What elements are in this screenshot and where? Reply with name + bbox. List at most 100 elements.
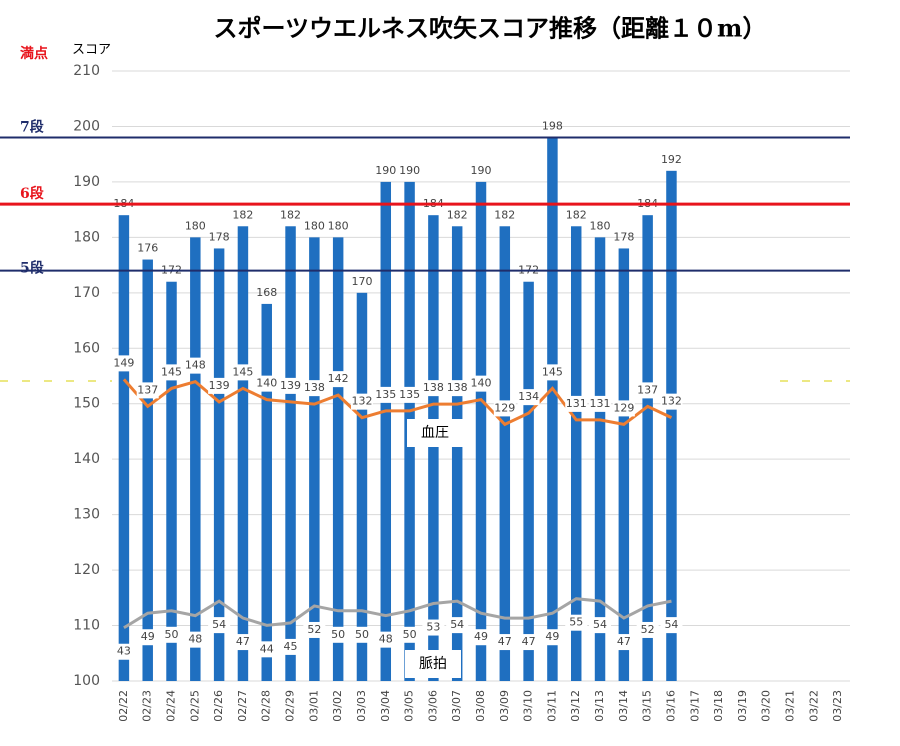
x-tick-label: 03/06 — [426, 690, 439, 722]
label-box — [660, 617, 683, 634]
x-tick-label: 03/21 — [783, 690, 796, 722]
line-data-label: 44 — [260, 642, 274, 655]
chart-title: スポーツウエルネス吹矢スコア推移（距離１０m） — [214, 14, 767, 43]
label-box — [446, 617, 469, 634]
label-box — [589, 617, 612, 634]
x-tick-label: 03/12 — [569, 690, 582, 722]
bar — [285, 226, 296, 682]
label-box — [398, 386, 421, 403]
line-data-label: 49 — [474, 630, 488, 643]
line-series — [123, 597, 672, 630]
line-data-label: 54 — [593, 618, 607, 631]
label-box — [184, 357, 207, 374]
x-tick-label: 03/11 — [545, 690, 558, 722]
bar — [380, 181, 392, 681]
label-box — [589, 395, 612, 412]
label-box — [208, 617, 231, 634]
x-tick-label: 03/15 — [641, 690, 654, 722]
x-tick-label: 03/20 — [760, 690, 773, 722]
bar — [666, 170, 677, 681]
y-tick-label: 170 — [73, 285, 100, 301]
bar — [594, 237, 606, 681]
line-data-label: 129 — [494, 401, 515, 414]
label-box — [374, 386, 397, 403]
x-tick-label: 03/18 — [712, 690, 725, 722]
line-data-label: 52 — [641, 623, 655, 636]
y-tick-label: 150 — [73, 396, 100, 412]
x-tick-label: 03/05 — [403, 690, 416, 722]
bar — [166, 281, 177, 681]
line-data-label: 47 — [498, 635, 512, 648]
x-tick-label: 03/23 — [831, 690, 844, 722]
data-label: 192 — [661, 153, 682, 166]
x-tick-label: 02/26 — [212, 690, 225, 722]
x-tick-label: 03/04 — [379, 690, 392, 722]
bar — [118, 215, 130, 681]
label-box — [255, 375, 278, 392]
x-tick-label: 03/22 — [807, 690, 820, 722]
label-box — [470, 375, 492, 392]
series-annotation: 血圧 — [421, 425, 449, 441]
data-label: 178 — [209, 230, 230, 243]
data-label: 182 — [447, 208, 468, 221]
x-tick-label: 02/29 — [284, 690, 297, 722]
line-data-label: 49 — [141, 630, 155, 643]
y-tick-label: 160 — [73, 340, 100, 356]
x-tick-label: 02/25 — [188, 690, 201, 722]
bar — [332, 237, 344, 681]
label-box — [231, 364, 254, 381]
y-axis-label: スコア — [72, 43, 111, 58]
label-box — [374, 631, 397, 648]
line-data-label: 135 — [399, 388, 420, 401]
label-box — [231, 634, 254, 651]
label-box — [350, 626, 373, 643]
label-box — [112, 643, 135, 660]
label-box — [517, 389, 540, 406]
bar — [642, 215, 653, 681]
x-tick-label: 03/17 — [688, 690, 701, 722]
data-label: 180 — [328, 219, 349, 232]
x-tick-label: 02/27 — [236, 690, 249, 722]
data-label: 198 — [542, 120, 563, 133]
label-box — [279, 377, 302, 394]
data-label: 190 — [471, 164, 492, 177]
data-label: 182 — [566, 208, 587, 221]
bar — [356, 292, 368, 681]
bar — [618, 248, 630, 682]
label-box — [493, 634, 516, 651]
line-data-label: 145 — [161, 365, 182, 378]
line-data-label: 149 — [113, 356, 134, 369]
x-tick-label: 02/23 — [141, 690, 154, 722]
data-label: 180 — [185, 219, 206, 232]
x-tick-label: 02/28 — [260, 690, 273, 722]
x-tick-label: 02/24 — [165, 690, 178, 722]
label-box — [541, 364, 564, 381]
bar — [261, 303, 272, 681]
label-box — [160, 626, 183, 643]
annotation-box — [405, 650, 461, 678]
line-data-label: 131 — [566, 397, 587, 410]
label-box — [160, 364, 183, 381]
line-data-label: 145 — [232, 365, 253, 378]
x-tick-label: 03/08 — [474, 690, 487, 722]
line-data-label: 43 — [117, 645, 131, 658]
reference-label: 7段 — [20, 119, 44, 136]
line-series — [122, 378, 673, 427]
x-tick-label: 03/01 — [307, 690, 320, 722]
full-mark-label: 満点 — [20, 45, 48, 62]
line-data-label: 132 — [351, 395, 372, 408]
reference-label: 5段 — [20, 260, 44, 277]
bar — [213, 248, 225, 682]
x-tick-label: 03/02 — [331, 690, 344, 722]
x-tick-label: 03/13 — [593, 690, 606, 722]
line-data-label: 45 — [284, 640, 298, 653]
line-data-label: 137 — [137, 383, 158, 396]
bar — [570, 226, 582, 682]
label-box — [136, 382, 159, 399]
line-data-label: 47 — [236, 635, 250, 648]
y-tick-label: 210 — [73, 63, 100, 79]
x-tick-label: 03/10 — [522, 690, 535, 722]
line-data-label: 131 — [590, 397, 611, 410]
y-tick-label: 100 — [73, 673, 100, 689]
